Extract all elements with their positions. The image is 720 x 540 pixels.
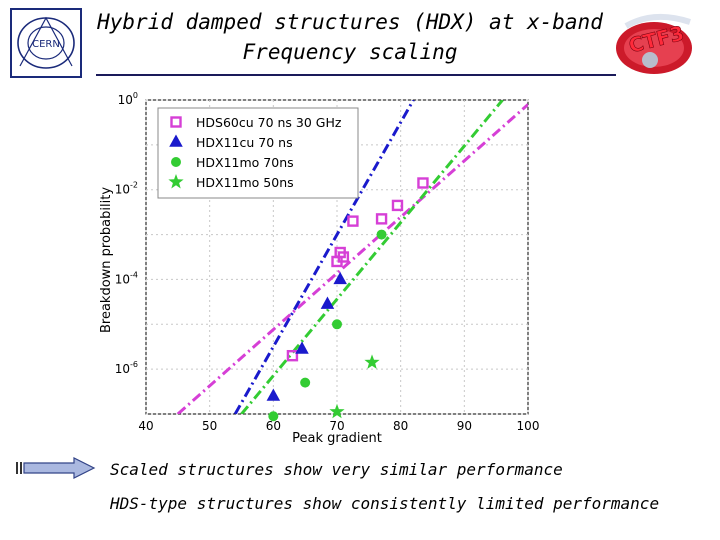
x-tick-label: 90	[457, 419, 472, 433]
legend-box	[157, 107, 359, 199]
data-point-square	[337, 251, 350, 263]
x-tick-label: 80	[393, 419, 408, 433]
data-point-circle	[268, 411, 279, 422]
legend-marker-star	[168, 174, 184, 189]
cern-logo: CERN	[10, 8, 82, 78]
legend-marker-circle	[171, 157, 181, 167]
y-tick-label: 10-6	[115, 360, 138, 376]
ctf3-logo: CTF3	[616, 13, 692, 74]
legend-label: HDS60cu 70 ns 30 GHz	[196, 115, 342, 130]
legend: HDS60cu 70 ns 30 GHz HDX11cu 70 ns HDX11mo…	[157, 107, 359, 199]
caption-line2: HDS-type structures show consistently li…	[110, 494, 660, 513]
data-point-triangle	[295, 341, 309, 354]
data-point-triangle	[266, 388, 281, 401]
cern-logo-text: CERN	[32, 39, 60, 50]
data-point-triangle	[333, 271, 347, 285]
data-point-star	[329, 403, 345, 419]
legend-label: HDX11cu 70 ns	[196, 135, 293, 150]
fit-line	[240, 100, 504, 414]
x-axis-label: Peak gradient	[292, 431, 382, 446]
y-tick-label: 10-4	[115, 270, 138, 286]
legend-label: HDX11mo 50ns	[196, 175, 294, 190]
legend-marker-square	[170, 116, 182, 128]
data-point-square	[347, 215, 359, 227]
y-tick-label: 100	[118, 91, 138, 107]
x-tick-label: 100	[517, 419, 540, 433]
fit-lines	[176, 100, 528, 414]
arrow-icon	[16, 457, 96, 479]
x-tick-label: 60	[266, 419, 281, 433]
y-axis-label: Breakdown probability	[99, 187, 114, 333]
x-tick-label: 40	[138, 419, 153, 433]
data-markers	[266, 177, 429, 422]
data-point-square	[391, 199, 404, 212]
title-divider	[96, 74, 616, 76]
legend-label: HDX11mo 70ns	[196, 155, 294, 170]
x-tick-label: 70	[329, 419, 344, 433]
data-point-circle	[376, 229, 387, 240]
slide-title-line1: Hybrid damped structures (HDX) at x-band	[97, 10, 603, 34]
data-point-triangle	[320, 296, 335, 309]
slide-title-line2: Frequency scaling	[242, 40, 458, 64]
data-point-square	[417, 177, 429, 189]
data-point-square	[286, 349, 299, 362]
axis-ticks: 40 50 60 70 80 90 100 100 10-2 10-4 10-6	[115, 91, 540, 433]
fit-line	[233, 100, 415, 414]
legend-marker-triangle	[169, 134, 183, 147]
data-point-star	[364, 354, 380, 369]
fit-line	[176, 103, 528, 414]
data-point-square	[375, 213, 388, 225]
data-point-circle	[332, 319, 342, 330]
data-point-circle	[300, 377, 311, 388]
x-tick-label: 50	[202, 419, 217, 433]
breakdown-chart: 40 50 60 70 80 90 100 100 10-2 10-4 10-6 HDS60cu 7…	[99, 91, 540, 446]
caption-line1: Scaled structures show very similar perf…	[110, 460, 563, 479]
y-tick-label: 10-2	[115, 181, 138, 197]
